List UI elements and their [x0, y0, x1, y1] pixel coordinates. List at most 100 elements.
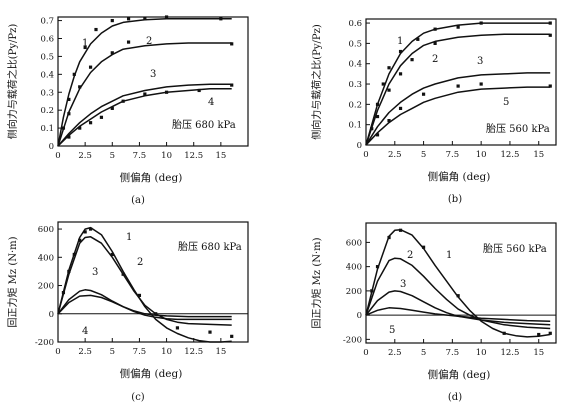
x-tick-label: 12.5 — [184, 347, 203, 357]
x-tick-label: 7.5 — [133, 347, 147, 357]
data-point — [61, 126, 66, 130]
data-point — [387, 119, 391, 123]
series-line-3 — [365, 290, 551, 326]
y-tick-label: 0.4 — [40, 70, 54, 80]
series-label-3: 3 — [92, 267, 98, 278]
x-tick-label: 10 — [161, 347, 172, 357]
data-point — [421, 245, 426, 249]
x-tick-label: 7.5 — [446, 150, 460, 160]
series-label-4: 4 — [208, 97, 214, 108]
series-line-5 — [365, 86, 551, 146]
data-point — [375, 114, 380, 119]
chart-panel-b: 0 2.5 5 7.5 10 12.5 15 0 0.1 0.2 0.3 0.4 0.5 0.6 1 2 3 5 胎… — [310, 18, 557, 205]
data-point — [137, 293, 142, 298]
data-point — [197, 88, 201, 93]
data-point — [387, 88, 391, 92]
data-point — [126, 40, 131, 44]
data-point — [94, 27, 98, 32]
data-point — [398, 106, 403, 111]
data-point — [381, 82, 385, 86]
x-tick-label: 0 — [363, 150, 368, 160]
data-point — [164, 90, 169, 94]
data-point — [67, 269, 71, 274]
series-line-5 — [365, 307, 551, 322]
panel-caption: (d) — [448, 392, 462, 403]
plot-frame — [365, 222, 557, 344]
y-tick-label: 0.6 — [348, 19, 362, 29]
data-point — [154, 312, 158, 316]
y-tick-label: 0.6 — [40, 35, 54, 45]
data-point — [502, 331, 506, 335]
series-label-1: 1 — [82, 38, 88, 49]
data-point — [208, 330, 212, 334]
y-tick-label: 0 — [49, 142, 54, 152]
y-tick-label: -200 — [343, 335, 362, 345]
x-tick-label: 0 — [55, 347, 60, 357]
x-tick-label: 15 — [533, 348, 544, 358]
x-tick-label: 5 — [421, 348, 426, 358]
series-label-3: 3 — [477, 56, 483, 67]
tire-pressure-annotation: 胎压 560 kPa — [483, 242, 547, 255]
data-point — [175, 326, 180, 330]
series-line-4 — [57, 87, 232, 147]
panel-caption: (a) — [131, 195, 145, 206]
series-label-4: 4 — [82, 326, 88, 337]
data-point — [479, 21, 483, 25]
y-tick-label: 600 — [38, 225, 54, 235]
series-label-2: 2 — [146, 36, 152, 47]
x-tick-label: 12.5 — [500, 150, 519, 160]
panel-caption: (b) — [448, 194, 462, 205]
data-point — [83, 230, 87, 234]
data-point — [219, 17, 223, 21]
data-point — [456, 294, 460, 298]
data-point — [537, 332, 541, 337]
series-line-1 — [365, 22, 551, 146]
x-tick-label: 7.5 — [446, 348, 460, 358]
series-label-3: 3 — [400, 279, 406, 290]
y-tick-label: 0 — [357, 311, 362, 321]
y-tick-label: 200 — [346, 287, 362, 297]
x-tick-label: 2.5 — [78, 347, 92, 357]
y-tick-label: 0.7 — [40, 17, 54, 27]
x-tick-label: 10 — [161, 151, 172, 161]
data-point — [99, 115, 104, 119]
x-tick-label: 0 — [55, 151, 60, 161]
data-point — [88, 65, 93, 69]
series-line-2 — [57, 236, 232, 326]
series-label-1: 1 — [397, 36, 403, 47]
data-point — [78, 126, 82, 130]
data-point — [375, 265, 380, 269]
data-point — [398, 228, 403, 232]
x-tick-label: 2.5 — [388, 150, 402, 160]
data-point — [83, 45, 87, 50]
data-point — [410, 58, 414, 62]
y-tick-label: 0.5 — [40, 52, 54, 62]
y-tick-label: 0 — [357, 141, 362, 151]
y-tick-label: 400 — [346, 263, 362, 273]
data-point — [110, 252, 114, 257]
plot-frame — [57, 16, 249, 147]
data-point — [121, 272, 125, 276]
y-tick-label: 0.2 — [40, 106, 54, 116]
tire-pressure-annotation: 胎压 680 kPa — [172, 118, 236, 131]
series-line-4 — [57, 294, 232, 318]
data-point — [387, 66, 391, 70]
data-point — [456, 25, 460, 29]
data-point — [78, 238, 82, 242]
data-point — [110, 106, 114, 110]
tire-pressure-annotation: 胎压 560 kPa — [486, 122, 550, 135]
panel-caption: (c) — [131, 392, 145, 403]
x-axis-label: 侧偏角 (deg) — [428, 368, 491, 381]
y-tick-label: 200 — [38, 282, 54, 292]
data-point — [78, 85, 82, 89]
data-point — [433, 27, 437, 31]
series-label-5: 5 — [389, 325, 395, 336]
plot-frame — [365, 18, 557, 146]
x-axis-label: 侧偏角 (deg) — [120, 367, 183, 380]
x-tick-label: 5 — [421, 150, 426, 160]
data-point — [370, 127, 374, 131]
data-point — [479, 82, 483, 86]
x-tick-label: 15 — [215, 151, 226, 161]
